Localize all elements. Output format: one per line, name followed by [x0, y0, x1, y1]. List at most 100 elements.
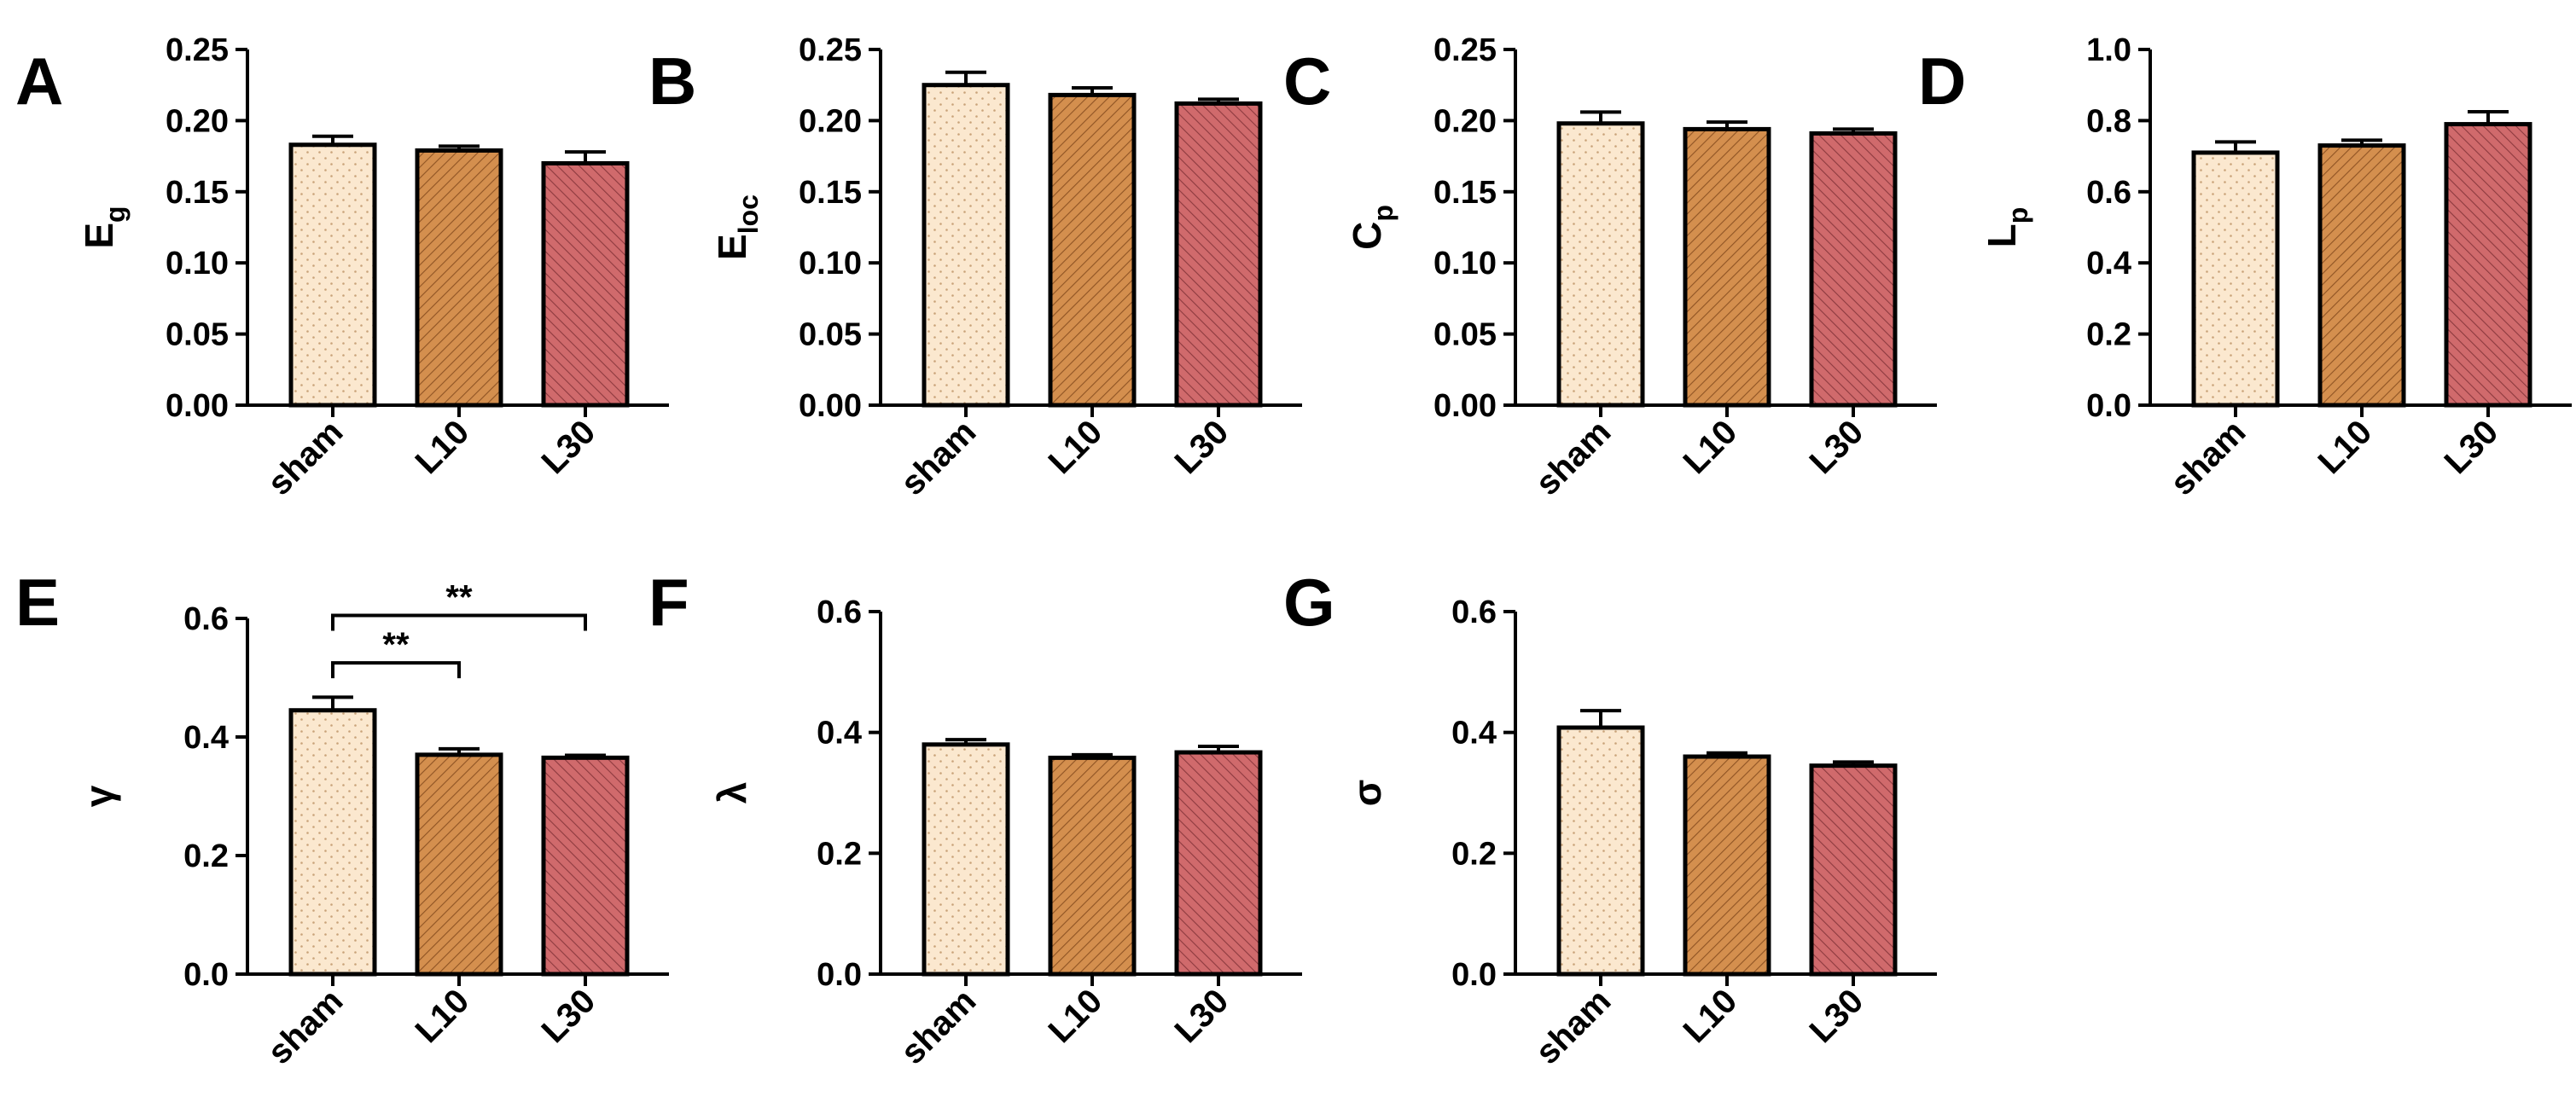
bar-l10: [1048, 92, 1137, 408]
x-tick-label: L30: [2438, 413, 2506, 481]
x-tick-label: L30: [1168, 413, 1236, 481]
panel-letter: D: [1918, 44, 1966, 119]
bar-sham: [288, 708, 377, 977]
y-axis-label-sub: g: [100, 206, 131, 223]
y-axis-label: γ: [77, 785, 121, 807]
y-tick-label: 0.4: [2086, 246, 2131, 281]
bar-l30: [1809, 131, 1898, 408]
bar-sham: [1556, 725, 1645, 977]
y-axis-label-main: σ: [1345, 780, 1389, 806]
x-tick-label: sham: [2163, 413, 2253, 502]
y-tick-label: 0.25: [799, 32, 862, 68]
x-tick-label: L10: [2311, 413, 2380, 481]
y-axis-label-main: λ: [710, 782, 754, 804]
x-tick-label: L30: [535, 982, 603, 1050]
significance-label: **: [445, 579, 473, 617]
y-tick-label: 0.2: [1451, 836, 1497, 872]
y-tick-label: 0.0: [183, 957, 229, 993]
x-tick-label: L10: [1677, 413, 1745, 481]
bar-l30: [1174, 101, 1263, 408]
y-axis-label-main: C: [1345, 222, 1389, 250]
y-tick-label: 0.8: [2086, 103, 2131, 139]
x-tick-label: L30: [1803, 982, 1871, 1050]
y-tick-label: 0.20: [1433, 103, 1497, 139]
bar-sham: [288, 142, 377, 408]
significance-bracket: [331, 613, 587, 631]
x-tick-label: sham: [1528, 413, 1618, 502]
bar-l30: [1809, 763, 1898, 977]
y-tick-label: 0.6: [183, 601, 229, 637]
y-axis-label-main: E: [77, 223, 121, 249]
panel-letter: F: [648, 565, 689, 640]
y-axis-label-sub: loc: [733, 194, 764, 234]
bar-l10: [415, 752, 503, 977]
bar-l10: [1683, 754, 1771, 977]
y-tick-label: 0.0: [2086, 388, 2131, 424]
y-tick-label: 1.0: [2086, 32, 2131, 68]
bar-l10: [1048, 755, 1137, 977]
bar-l30: [2444, 122, 2532, 408]
y-tick-label: 0.05: [166, 317, 229, 353]
y-axis-label: Eg: [77, 206, 131, 248]
y-tick-label: 0.0: [817, 957, 862, 993]
y-axis-label: Cp: [1345, 205, 1398, 250]
y-tick-label: 0.2: [817, 836, 862, 872]
y-tick-label: 0.10: [1433, 246, 1497, 281]
y-tick-label: 0.20: [799, 103, 862, 139]
y-tick-label: 0.2: [183, 838, 229, 874]
y-tick-label: 0.20: [166, 103, 229, 139]
y-tick-label: 0.4: [1451, 716, 1497, 751]
bar-l10: [1683, 126, 1771, 408]
x-tick-label: L10: [409, 982, 477, 1050]
bar-sham: [922, 742, 1010, 977]
y-tick-label: 0.0: [1451, 957, 1497, 993]
x-tick-label: L10: [1677, 982, 1745, 1050]
x-tick-label: L30: [1168, 982, 1236, 1050]
bar-sham: [2191, 150, 2280, 408]
y-axis-label: σ: [1345, 780, 1389, 806]
y-axis-label-main: E: [710, 234, 754, 260]
y-tick-label: 0.15: [799, 175, 862, 211]
x-tick-label: sham: [893, 982, 983, 1071]
y-tick-label: 0.6: [2086, 175, 2131, 211]
y-tick-label: 0.4: [817, 716, 862, 751]
y-axis-label-sub: p: [1368, 205, 1398, 222]
y-tick-label: 0.00: [799, 388, 862, 424]
y-tick-label: 0.25: [1433, 32, 1497, 68]
y-tick-label: 0.15: [166, 175, 229, 211]
x-tick-label: L10: [409, 413, 477, 481]
y-tick-label: 0.6: [817, 595, 862, 630]
x-tick-label: L10: [1042, 982, 1110, 1050]
x-tick-label: sham: [893, 413, 983, 502]
panel-letter: G: [1283, 565, 1335, 640]
bar-l30: [541, 755, 630, 977]
y-axis-label-main: L: [1980, 223, 2024, 247]
x-tick-label: sham: [260, 413, 350, 502]
bar-l10: [415, 148, 503, 408]
x-tick-label: sham: [1528, 982, 1618, 1071]
x-tick-label: L10: [1042, 413, 1110, 481]
y-tick-label: 0.2: [2086, 317, 2131, 353]
y-tick-label: 0.6: [1451, 595, 1497, 630]
significance-label: **: [382, 626, 410, 664]
y-tick-label: 0.05: [799, 317, 862, 353]
y-axis-label: λ: [710, 782, 754, 804]
y-axis-label-main: γ: [77, 785, 121, 807]
y-tick-label: 0.00: [1433, 388, 1497, 424]
y-tick-label: 0.10: [799, 246, 862, 281]
bar-l30: [541, 160, 630, 408]
y-axis-label-sub: p: [2003, 207, 2033, 224]
panel-letter: E: [15, 565, 60, 640]
y-axis-label: Eloc: [710, 194, 764, 260]
y-tick-label: 0.00: [166, 388, 229, 424]
significance-bracket: [331, 661, 461, 679]
y-tick-label: 0.15: [1433, 175, 1497, 211]
